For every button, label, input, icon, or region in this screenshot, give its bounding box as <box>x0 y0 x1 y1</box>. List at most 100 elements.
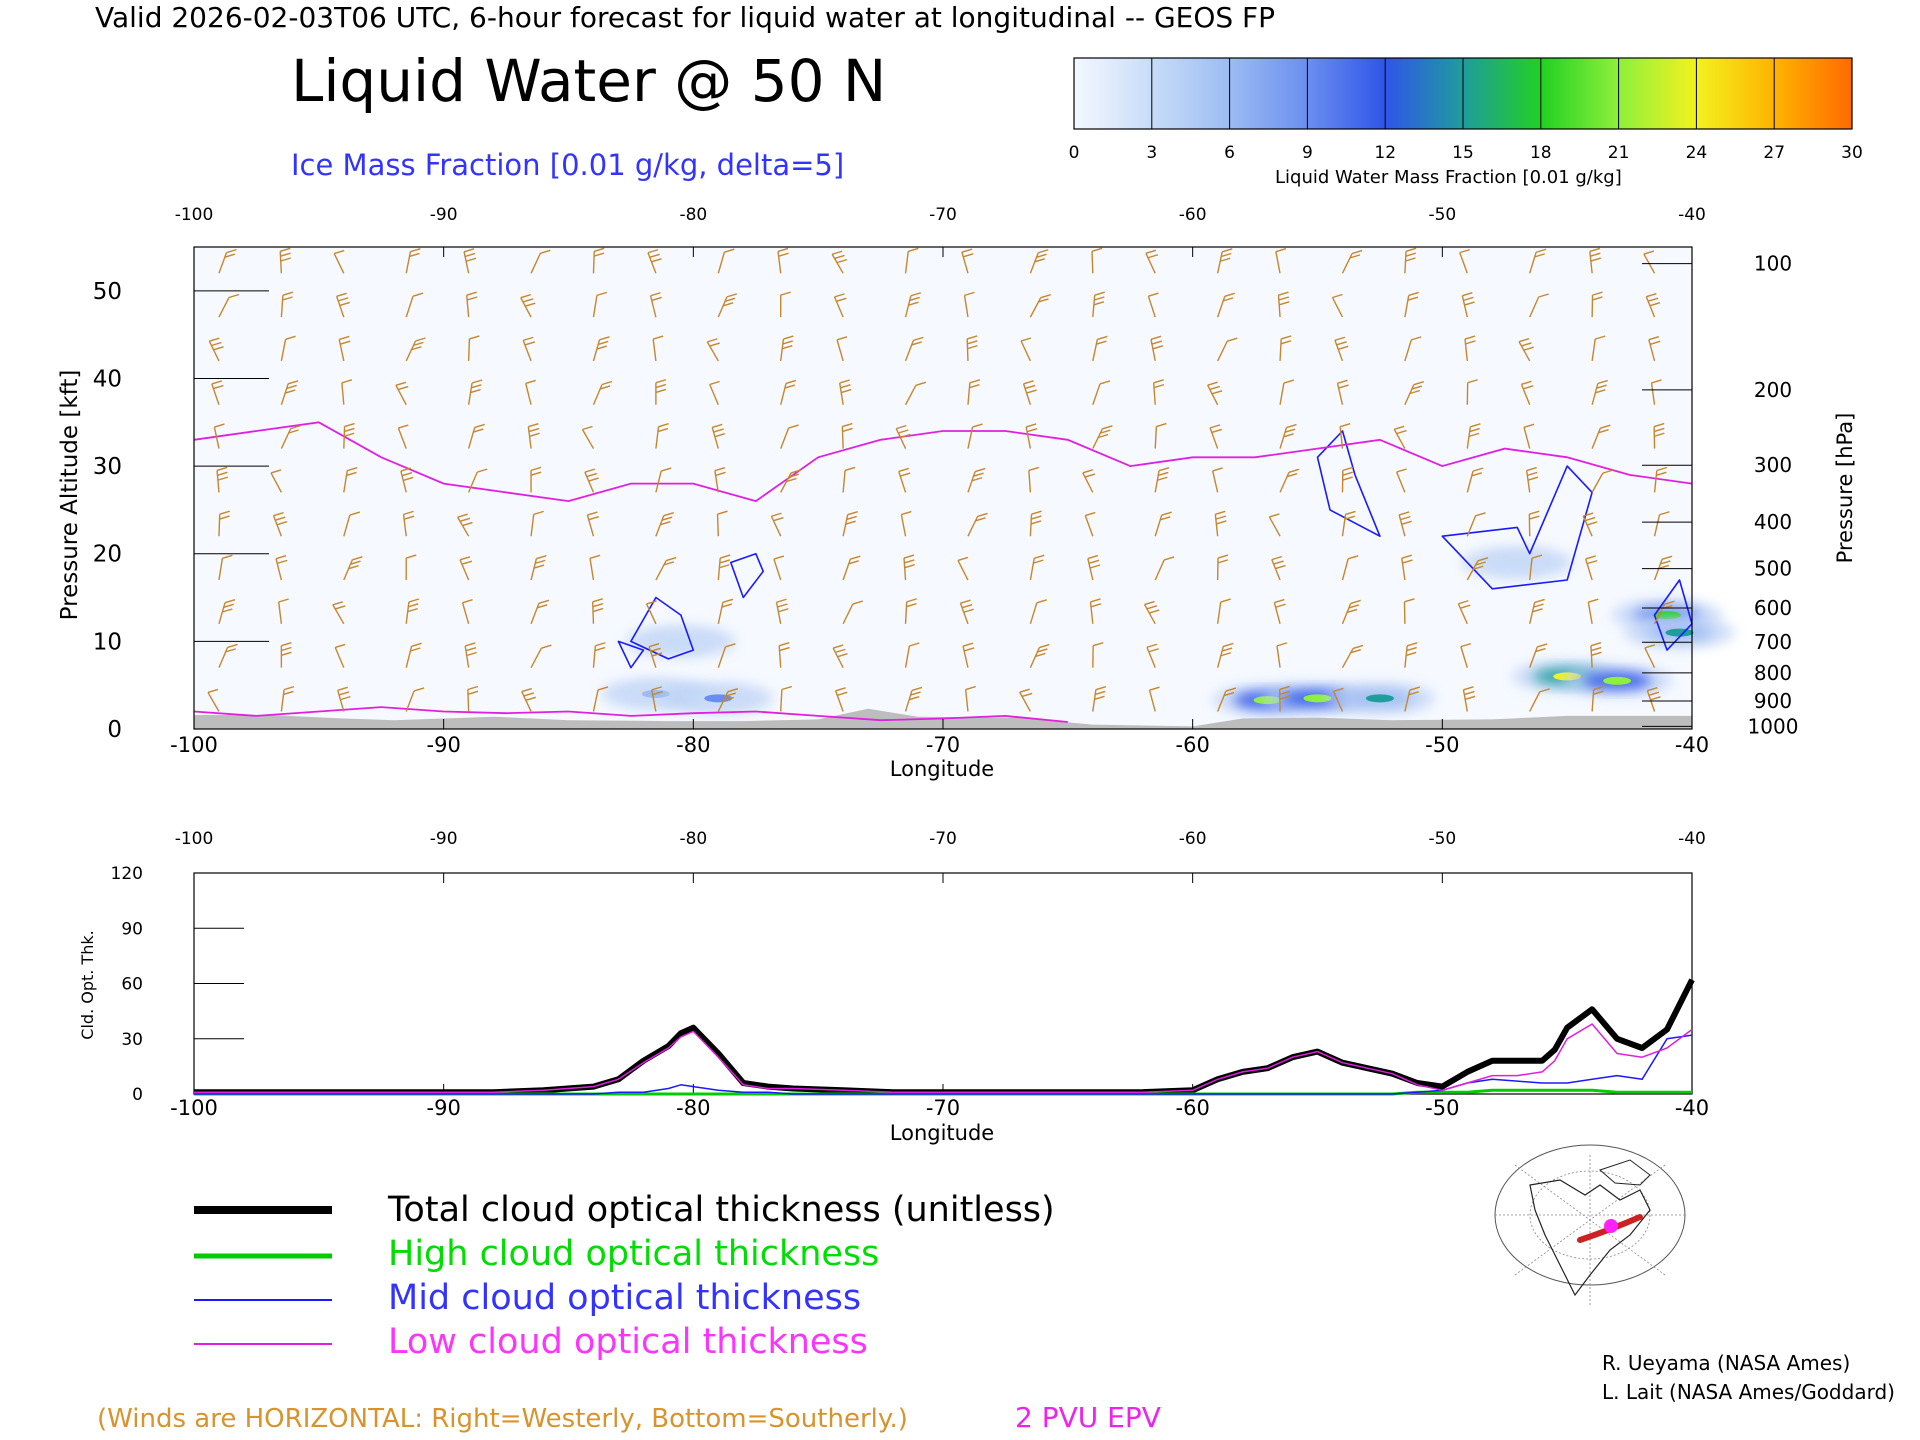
wind-barb-shaft <box>1082 472 1094 493</box>
wind-barb <box>959 599 974 625</box>
wind-barb-flag <box>1656 471 1667 476</box>
ice-contour <box>1316 430 1381 537</box>
wind-barb-shaft <box>405 340 417 362</box>
wind-barb-flag <box>347 466 358 472</box>
wind-barb-shaft <box>1279 338 1282 361</box>
wind-barb-shaft <box>1277 295 1281 318</box>
wind-barb-flag <box>835 648 846 654</box>
x-tick-label-top: -90 <box>430 829 458 849</box>
wind-barb-shaft <box>1217 340 1228 362</box>
wind-barb-shaft <box>1279 427 1288 449</box>
wind-barb <box>1146 643 1159 668</box>
epv-line-low <box>193 706 1068 723</box>
wind-barb-flag <box>1408 691 1419 696</box>
wind-barb-shaft <box>898 471 907 493</box>
wind-barb <box>1092 291 1105 318</box>
wind-barb <box>780 469 802 493</box>
plot-background <box>194 247 1692 729</box>
wind-barb-flag <box>1659 511 1670 516</box>
wind-barb-flag <box>1334 336 1346 341</box>
wind-barb-flag <box>784 384 796 389</box>
wind-barb-shaft <box>592 251 595 274</box>
wind-barb-flag <box>1223 297 1234 302</box>
wind-barb-shaft <box>716 514 719 537</box>
wind-barb-flag <box>275 516 286 521</box>
wind-barb-flag <box>1217 559 1229 564</box>
wind-barb <box>775 598 789 624</box>
wind-barb-flag <box>725 643 736 648</box>
wind-barb-flag <box>1280 340 1292 345</box>
wind-barb <box>717 643 736 668</box>
wind-barb-shaft <box>1518 341 1531 362</box>
wind-barb-shaft <box>218 647 229 668</box>
wind-barb <box>272 511 288 537</box>
wind-barb-flag <box>1222 248 1233 253</box>
wind-barb-flag <box>719 564 730 569</box>
wind-barb-shaft <box>1523 427 1531 449</box>
wind-barb-flag <box>1590 642 1602 647</box>
wind-barb-flag <box>896 424 907 430</box>
wind-barb-shaft <box>1645 296 1656 318</box>
wind-barb-shaft <box>780 339 785 362</box>
wind-barb <box>589 554 601 581</box>
wind-barb-flag <box>1651 379 1662 384</box>
wind-barb <box>337 686 351 712</box>
wind-barb-flag <box>1660 560 1671 565</box>
wind-barb-shaft <box>1341 253 1353 274</box>
wind-barb <box>780 424 799 449</box>
wind-barb-flag <box>1462 292 1473 297</box>
wind-barb-shaft <box>530 514 535 537</box>
wind-barb <box>395 381 409 406</box>
wind-barb-shaft <box>1650 382 1656 405</box>
wind-barb-flag <box>398 424 409 429</box>
wind-barb <box>1590 642 1602 668</box>
colorbar-tick-label: 27 <box>1763 143 1785 163</box>
wind-barb-flag <box>413 687 425 692</box>
x-tick-label: -100 <box>170 733 218 757</box>
wind-barb-flag <box>1348 604 1360 609</box>
wind-barb-flag <box>909 642 920 647</box>
wind-barb-flag <box>1350 648 1361 654</box>
wind-barb-shaft <box>1273 602 1281 625</box>
wind-barb-shaft <box>1461 295 1468 318</box>
wind-barb-flag <box>281 641 292 647</box>
wind-barb-flag <box>1538 293 1549 298</box>
wind-barb-flag <box>281 646 292 652</box>
wind-barb <box>895 424 911 449</box>
wind-barb-flag <box>1664 600 1675 605</box>
wind-barb-flag <box>852 600 863 605</box>
wind-barb-flag <box>1394 425 1405 430</box>
wind-barb <box>464 642 477 668</box>
wind-barb-flag <box>601 380 613 386</box>
wind-barb-flag <box>1089 564 1101 569</box>
wind-barb-flag <box>973 472 984 477</box>
wind-barb <box>1464 335 1476 362</box>
wind-barb-shaft <box>1464 338 1468 362</box>
wind-barb-shaft <box>717 691 729 712</box>
wind-barb-flag <box>337 686 348 691</box>
wind-barb <box>1334 336 1349 362</box>
wind-barb-flag <box>459 556 471 561</box>
wind-barb-flag <box>595 642 606 647</box>
wind-barb-flag <box>911 686 923 692</box>
wind-barb-shaft <box>467 338 471 361</box>
wind-barb <box>405 248 421 274</box>
wind-barb-flag <box>909 296 920 302</box>
wind-barb <box>280 685 295 712</box>
wind-barb-flag <box>276 521 288 526</box>
wind-barb-flag <box>207 688 219 694</box>
wind-barb-flag <box>910 292 922 297</box>
wind-barb <box>1092 335 1108 362</box>
wind-barb-flag <box>1150 335 1162 341</box>
wind-barb-shaft <box>527 426 532 449</box>
wind-barb-flag <box>1212 467 1223 472</box>
wind-barb-shaft <box>1154 426 1158 449</box>
wind-barb <box>218 248 237 274</box>
wind-barb-flag <box>653 335 664 340</box>
wind-barb-flag <box>464 642 476 647</box>
wind-barb-flag <box>223 603 234 609</box>
wind-barb-shaft <box>961 251 969 274</box>
wind-barb <box>527 423 540 449</box>
wind-barb <box>1393 425 1407 449</box>
wind-barb-flag <box>1082 469 1094 474</box>
